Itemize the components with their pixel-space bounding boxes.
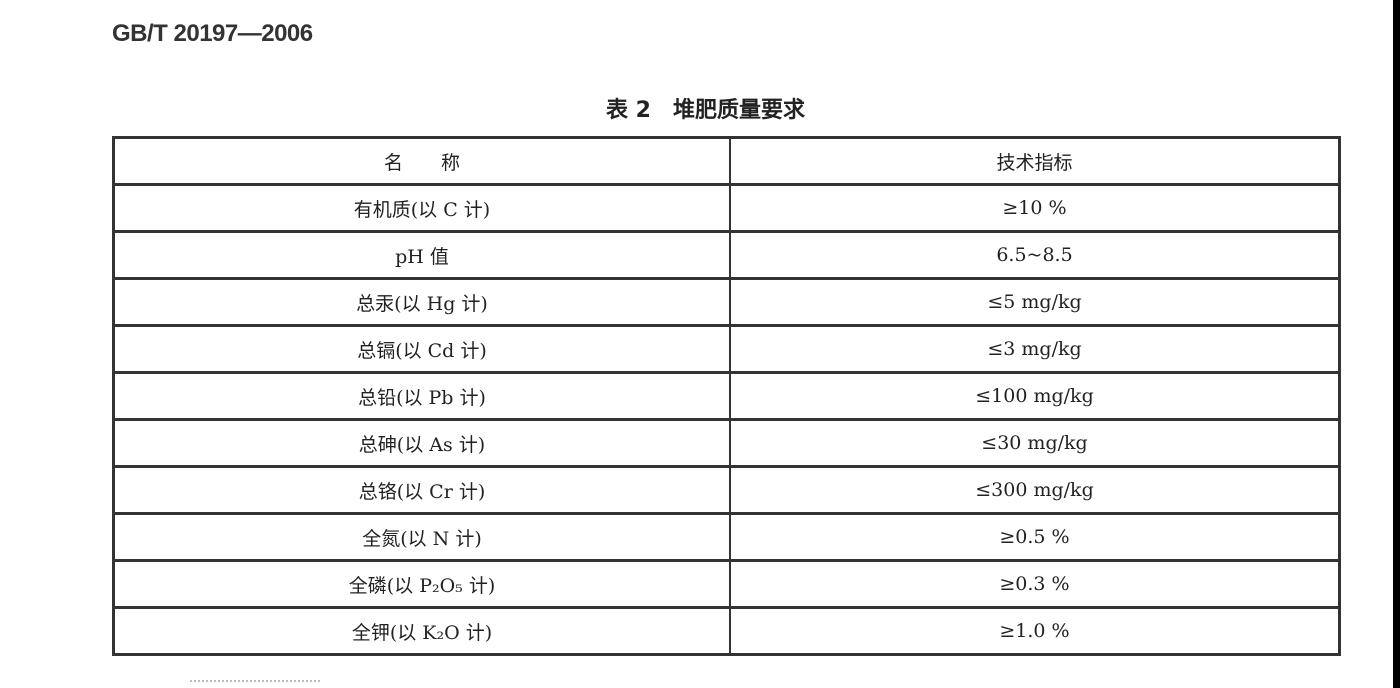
header-name: 名 称 [112,136,731,186]
table-row: 总汞(以 Hg 计) ≤5 mg/kg [112,277,1341,327]
compost-quality-table: 名 称 技术指标 有机质(以 C 计) ≥10 % pH 值 6.5~8.5 总汞(以 … [112,136,1341,656]
table-row: 总砷(以 As 计) ≤30 mg/kg [112,418,1341,468]
item-name: 有机质(以 C 计) [112,183,731,233]
item-spec: ≥1.0 % [729,606,1341,656]
item-spec: ≤100 mg/kg [729,371,1341,421]
item-name: 全氮(以 N 计) [112,512,731,562]
item-spec: ≤300 mg/kg [729,465,1341,515]
item-name: 总铬(以 Cr 计) [112,465,731,515]
item-name: 全钾(以 K₂O 计) [112,606,731,656]
footnote-fragment [190,680,320,686]
standard-number: GB/T 20197—2006 [112,20,313,47]
table-header-row: 名 称 技术指标 [112,136,1341,186]
item-spec: ≤30 mg/kg [729,418,1341,468]
item-spec: ≥10 % [729,183,1341,233]
item-spec: ≥0.3 % [729,559,1341,609]
item-name: pH 值 [112,230,731,280]
header-spec: 技术指标 [729,136,1341,186]
item-name: 全磷(以 P₂O₅ 计) [112,559,731,609]
table-row: 全氮(以 N 计) ≥0.5 % [112,512,1341,562]
table-row: pH 值 6.5~8.5 [112,230,1341,280]
item-spec: ≤3 mg/kg [729,324,1341,374]
item-spec: ≥0.5 % [729,512,1341,562]
item-name: 总砷(以 As 计) [112,418,731,468]
table-row: 总镉(以 Cd 计) ≤3 mg/kg [112,324,1341,374]
scan-edge [1393,0,1400,688]
table-row: 总铅(以 Pb 计) ≤100 mg/kg [112,371,1341,421]
table-caption: 表 2 堆肥质量要求 [606,92,805,124]
table-number: 表 2 [606,98,651,123]
table-row: 总铬(以 Cr 计) ≤300 mg/kg [112,465,1341,515]
item-name: 总汞(以 Hg 计) [112,277,731,327]
item-spec: ≤5 mg/kg [729,277,1341,327]
item-spec: 6.5~8.5 [729,230,1341,280]
item-name: 总镉(以 Cd 计) [112,324,731,374]
table-row: 有机质(以 C 计) ≥10 % [112,183,1341,233]
table-row: 全钾(以 K₂O 计) ≥1.0 % [112,606,1341,656]
table-row: 全磷(以 P₂O₅ 计) ≥0.3 % [112,559,1341,609]
table-title: 堆肥质量要求 [672,98,805,123]
item-name: 总铅(以 Pb 计) [112,371,731,421]
